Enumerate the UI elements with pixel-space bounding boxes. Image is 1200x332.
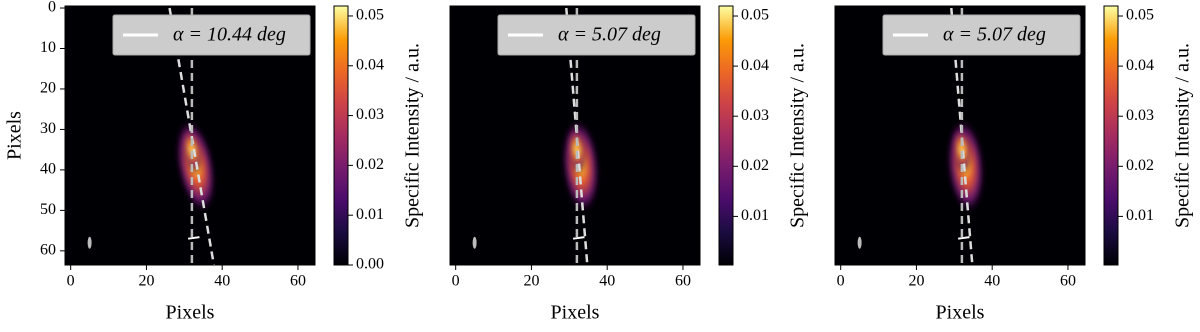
legend-label: α = 10.44 deg [173,24,286,46]
colorbar-tick-label: 0.03 [356,106,384,123]
colorbar-tick-label: 0.02 [1126,157,1154,174]
legend-label: α = 5.07 deg [558,24,661,46]
x-tick-label: 0 [67,273,75,290]
colorbar-tick-label: 0.04 [741,57,769,74]
colorbar-tick-label: 0.04 [1126,57,1154,74]
intensity-core [952,125,972,174]
colorbar-tick-label: 0.03 [741,107,769,124]
colorbar-label: Specific Intensity / a.u. [787,43,809,228]
y-tick-label: 30 [40,120,56,137]
x-tick-label: 0 [837,273,845,290]
axes-frame [64,5,316,266]
y-tick-label: 40 [40,161,56,178]
y-axis-label: Pixels [4,111,26,160]
x-axis-label: Pixels [551,302,600,324]
colorbar-tick-label: 0.01 [356,206,384,223]
x-tick-label: 40 [599,273,615,290]
x-tick-label: 60 [1060,273,1076,290]
axes-frame [834,5,1086,266]
artifact [87,236,92,249]
x-tick-label: 60 [675,273,691,290]
marker [957,236,970,240]
x-tick-label: 20 [138,273,154,290]
y-tick-label: 0 [48,0,56,16]
colorbar-tick-label: 0.02 [741,157,769,174]
intensity-core [567,125,587,174]
y-tick-label: 10 [40,39,56,56]
colorbar-label: Specific Intensity / a.u. [1172,43,1194,228]
y-tick-label: 50 [40,201,56,218]
y-tick-label: 60 [40,242,56,259]
x-axis-label: Pixels [936,302,985,324]
colorbar [333,5,349,266]
legend-label: α = 5.07 deg [943,24,1046,46]
x-tick-label: 20 [908,273,924,290]
x-axis-label: Pixels [166,302,215,324]
x-tick-label: 0 [452,273,460,290]
marker [187,236,200,240]
x-tick-label: 40 [214,273,230,290]
legend-box [882,14,1081,56]
colorbar-label: Specific Intensity / a.u. [402,43,424,228]
x-tick-label: 40 [984,273,1000,290]
colorbar-tick-label: 0.01 [741,207,769,224]
x-tick-label: 20 [523,273,539,290]
y-tick-label: 20 [40,80,56,97]
colorbar-tick-label: 0.00 [356,256,384,273]
colorbar-tick-label: 0.05 [356,7,384,24]
colorbar-tick-label: 0.05 [1126,7,1154,24]
colorbar [1103,5,1119,266]
artifact [857,236,862,249]
colorbar [718,5,734,266]
colorbar-tick-label: 0.02 [356,156,384,173]
colorbar-tick-label: 0.05 [741,7,769,24]
axes-frame [449,5,701,266]
legend-box [112,14,311,56]
colorbar-tick-label: 0.04 [356,56,384,73]
artifact [472,236,477,249]
marker [572,236,585,240]
x-tick-label: 60 [290,273,306,290]
legend-box [497,14,696,56]
colorbar-tick-label: 0.03 [1126,107,1154,124]
colorbar-tick-label: 0.01 [1126,207,1154,224]
